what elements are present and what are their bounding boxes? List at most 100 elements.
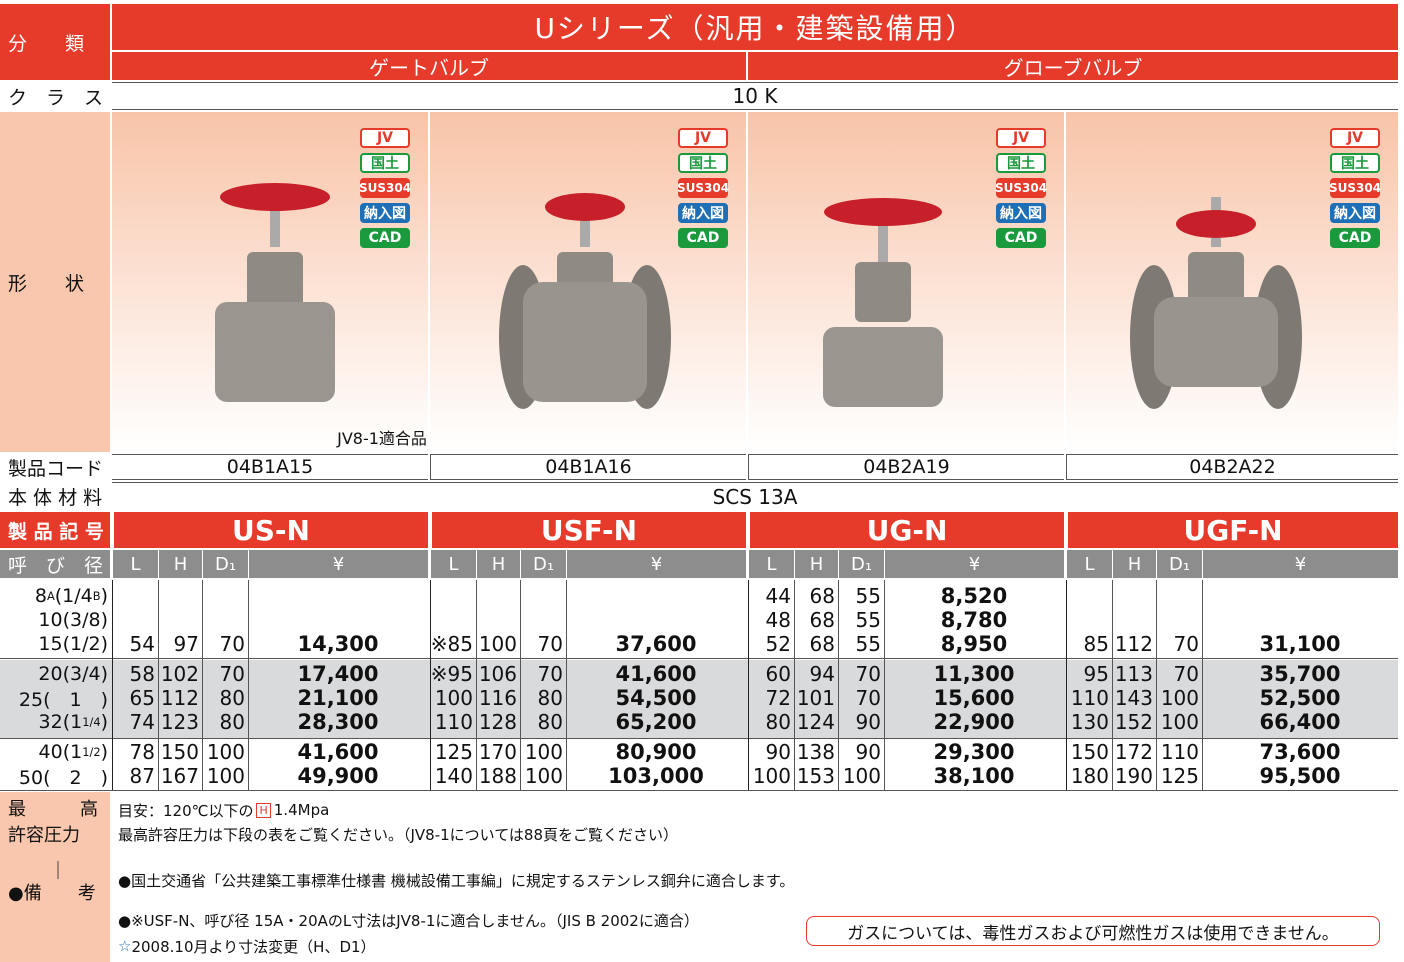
badge: CAD xyxy=(1330,228,1380,248)
band xyxy=(0,660,1398,738)
price: 95,500 xyxy=(1259,764,1341,788)
dimension: 125 xyxy=(1160,764,1199,788)
column-rule xyxy=(1202,580,1203,790)
dimension: 68 xyxy=(809,608,835,632)
dimension: 80 xyxy=(219,710,245,734)
dimension: 90 xyxy=(765,740,791,764)
column-header: ¥ xyxy=(884,550,1064,578)
model-cell: USF-N xyxy=(430,512,746,548)
size-label: 50( 2 ) xyxy=(0,764,108,789)
price: 41,600 xyxy=(615,662,697,686)
image-cell: JV 国土 SUS304 納入図 CAD xyxy=(748,112,1064,452)
column-rule xyxy=(248,580,249,790)
model-cell: UG-N xyxy=(748,512,1064,548)
dimension: 100 xyxy=(1160,686,1199,710)
material-cell: SCS 13A xyxy=(112,482,1398,510)
badge: SUS304 xyxy=(995,178,1047,198)
size-part: 15(1/2) xyxy=(38,633,108,655)
dimension: 172 xyxy=(1114,740,1153,764)
dimension: 152 xyxy=(1114,710,1153,734)
dimension: 101 xyxy=(796,686,835,710)
column-header: D₁ xyxy=(838,550,884,578)
dimension: 100 xyxy=(206,740,245,764)
size-label: 40(1 1/2) xyxy=(0,740,108,764)
note-part: 目安：120℃以下の xyxy=(118,801,254,820)
dimension: 72 xyxy=(765,686,791,710)
column-rule xyxy=(794,580,795,790)
size-part: ) xyxy=(100,741,108,763)
notes-label: ●備 考 xyxy=(8,883,96,904)
dimension: 110 xyxy=(1070,686,1109,710)
column-header: D₁ xyxy=(1156,550,1202,578)
dimension: 150 xyxy=(1070,740,1109,764)
code-cell: 04B1A16 xyxy=(430,454,746,480)
dimension: 70 xyxy=(537,662,563,686)
column-rule xyxy=(476,580,477,790)
dimension: 94 xyxy=(809,662,835,686)
notes-label: ｜ xyxy=(49,861,67,882)
column-header: H xyxy=(1112,550,1156,578)
column-header: L xyxy=(748,550,794,578)
dimension: 100 xyxy=(752,764,791,788)
price: 52,500 xyxy=(1259,686,1341,710)
badge: 納入図 xyxy=(360,203,410,223)
note-line: 目安：120℃以下の H 1.4Mpa xyxy=(118,800,718,820)
dimension: 100 xyxy=(1160,710,1199,734)
dimension: 90 xyxy=(855,740,881,764)
dimension: 188 xyxy=(478,764,517,788)
image-cell: JV 国土 SUS304 納入図 CAD xyxy=(430,112,746,452)
dimension: 112 xyxy=(160,686,199,710)
row-label: 製品コード xyxy=(8,457,104,480)
note-part: 2008.10月より寸法変更（H、D1） xyxy=(131,937,376,956)
price: 21,100 xyxy=(297,686,379,710)
model-cell: US-N xyxy=(112,512,428,548)
price: 73,600 xyxy=(1259,740,1341,764)
price: 41,600 xyxy=(297,740,379,764)
price: 15,600 xyxy=(933,686,1015,710)
price: 65,200 xyxy=(615,710,697,734)
dimension: 80 xyxy=(219,686,245,710)
price: 31,100 xyxy=(1259,632,1341,656)
dimension: 70 xyxy=(537,632,563,656)
badge: 国土 xyxy=(360,153,410,173)
size-part: 1/2 xyxy=(82,745,101,759)
dimension: 68 xyxy=(809,632,835,656)
dimension: 80 xyxy=(537,686,563,710)
code-cell: 04B1A15 xyxy=(112,454,428,480)
price: 35,700 xyxy=(1259,662,1341,686)
title-bar: Uシリーズ（汎用・建築設備用） xyxy=(112,4,1398,50)
row-label: 製 品 記 号 xyxy=(0,512,110,548)
size-label: 25( 1 ) xyxy=(0,686,108,711)
badge: CAD xyxy=(996,228,1046,248)
dimension: 167 xyxy=(160,764,199,788)
price: 28,300 xyxy=(297,710,379,734)
column-header: D₁ xyxy=(520,550,566,578)
column-rule xyxy=(884,580,885,790)
dimension: 80 xyxy=(765,710,791,734)
dimension: 68 xyxy=(809,584,835,608)
dimension: 55 xyxy=(855,632,881,656)
note-line: ☆ 2008.10月より寸法変更（H、D1） xyxy=(118,936,718,956)
note-part: H xyxy=(256,802,271,818)
row-label: 分 類 xyxy=(0,4,110,80)
rule xyxy=(0,658,1398,659)
dimension: ※95 xyxy=(430,662,473,686)
badge: 国土 xyxy=(1330,153,1380,173)
column-rule xyxy=(520,580,521,790)
dimension: 100 xyxy=(842,764,881,788)
badge: 納入図 xyxy=(678,203,728,223)
price: 11,300 xyxy=(933,662,1015,686)
dimension: 116 xyxy=(478,686,517,710)
size-label: 20(3/4) xyxy=(0,662,108,686)
valve-photo xyxy=(1130,197,1302,409)
size-part: (1/4 xyxy=(54,585,93,607)
badge: 納入図 xyxy=(996,203,1046,223)
column-rule xyxy=(202,580,203,790)
price: 54,500 xyxy=(615,686,697,710)
price: 22,900 xyxy=(933,710,1015,734)
notes-label: 最 高 xyxy=(8,799,98,820)
note-part: 1.4Mpa xyxy=(273,801,330,819)
dimension: 123 xyxy=(160,710,199,734)
price: 37,600 xyxy=(615,632,697,656)
